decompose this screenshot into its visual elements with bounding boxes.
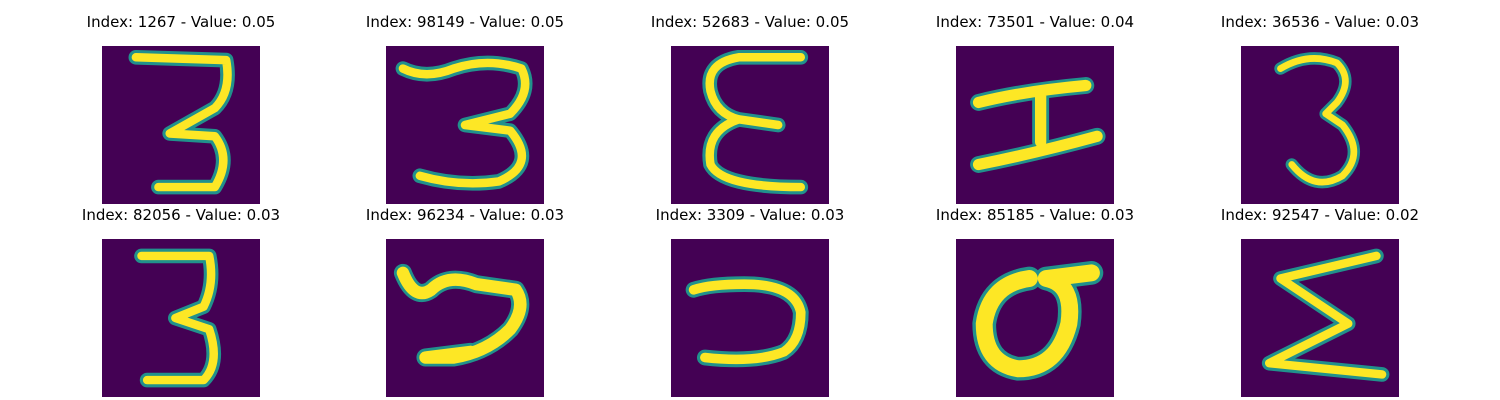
panel-title: Index: 96234 - Value: 0.03 xyxy=(365,206,565,224)
digit-image-reversed-c xyxy=(671,239,829,397)
digit-image-3 xyxy=(102,239,260,397)
panel-3: Index: 52683 - Value: 0.05 xyxy=(635,12,865,204)
digit-image-3 xyxy=(386,46,544,204)
panel-7: Index: 96234 - Value: 0.03 xyxy=(350,205,580,397)
panel-title: Index: 36536 - Value: 0.03 xyxy=(1220,13,1420,31)
panel-2: Index: 98149 - Value: 0.05 xyxy=(350,12,580,204)
digit-image-i xyxy=(956,46,1114,204)
panel-title: Index: 73501 - Value: 0.04 xyxy=(935,13,1135,31)
digit-image-sigma-o xyxy=(956,239,1114,397)
panel-title: Index: 52683 - Value: 0.05 xyxy=(650,13,850,31)
panel-8: Index: 3309 - Value: 0.03 xyxy=(635,205,865,397)
digit-image-sigma xyxy=(1241,239,1399,397)
digit-image-3 xyxy=(102,46,260,204)
panel-title: Index: 92547 - Value: 0.02 xyxy=(1220,206,1420,224)
panel-title: Index: 98149 - Value: 0.05 xyxy=(365,13,565,31)
panel-9: Index: 85185 - Value: 0.03 xyxy=(920,205,1150,397)
panel-6: Index: 82056 - Value: 0.03 xyxy=(66,205,296,397)
digit-image-curl xyxy=(386,239,544,397)
panel-title: Index: 1267 - Value: 0.05 xyxy=(86,13,276,31)
panel-title: Index: 82056 - Value: 0.03 xyxy=(81,206,281,224)
digit-image-e xyxy=(671,46,829,204)
panel-title: Index: 85185 - Value: 0.03 xyxy=(935,206,1135,224)
panel-4: Index: 73501 - Value: 0.04 xyxy=(920,12,1150,204)
panel-10: Index: 92547 - Value: 0.02 xyxy=(1205,205,1435,397)
panel-5: Index: 36536 - Value: 0.03 xyxy=(1205,12,1435,204)
panel-title: Index: 3309 - Value: 0.03 xyxy=(655,206,845,224)
digit-image-3 xyxy=(1241,46,1399,204)
panel-1: Index: 1267 - Value: 0.05 xyxy=(66,12,296,204)
